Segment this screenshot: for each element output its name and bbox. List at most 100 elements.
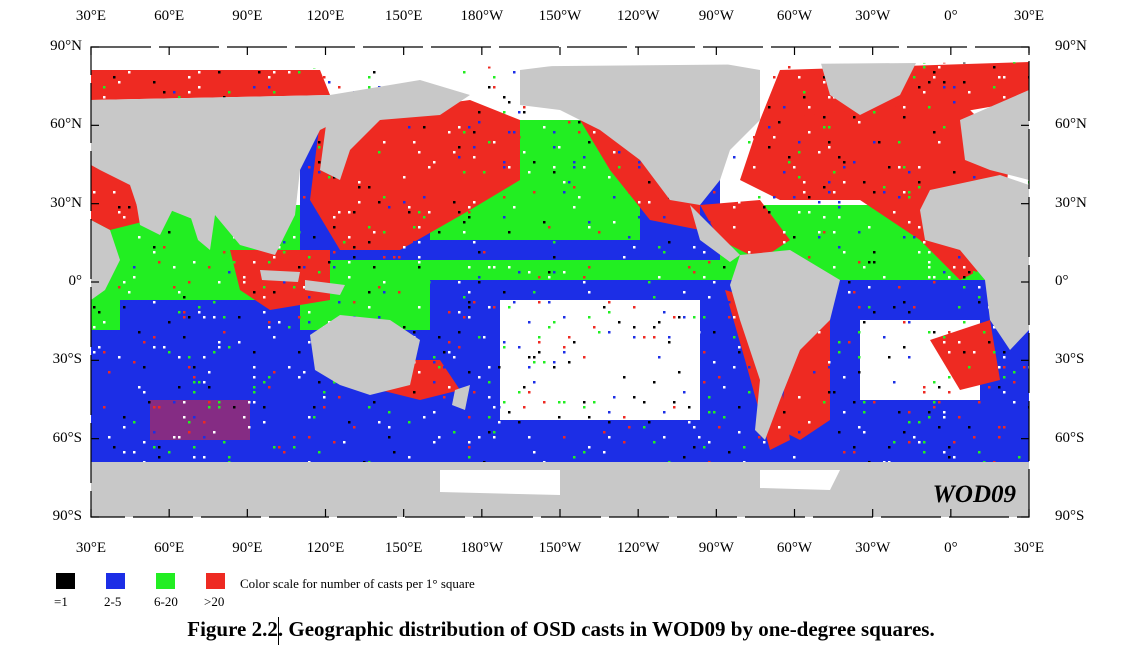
grid-cell <box>863 181 866 184</box>
legend-swatch <box>56 573 75 589</box>
grid-cell <box>703 316 706 319</box>
grid-cell <box>318 141 321 144</box>
grid-cell <box>778 201 781 204</box>
bottom-tick-label: 120°E <box>306 540 345 556</box>
grid-cell <box>668 336 671 339</box>
grid-cell <box>608 421 611 424</box>
grid-cell <box>768 106 771 109</box>
grid-cell <box>298 266 301 269</box>
left-tick-label: 60°N <box>50 116 82 133</box>
top-tick-label: 120°E <box>306 8 345 24</box>
grid-cell <box>488 66 491 69</box>
grid-cell <box>108 226 111 229</box>
grid-cell <box>873 261 876 264</box>
grid-cell <box>798 441 801 444</box>
grid-cell <box>628 336 631 339</box>
grid-cell <box>588 316 591 319</box>
grid-cell <box>388 411 391 414</box>
grid-cell <box>668 241 671 244</box>
grid-cell <box>193 456 196 459</box>
bottom-tick-label: 30°W <box>855 540 891 556</box>
grid-cell <box>933 381 936 384</box>
grid-cell <box>383 256 386 259</box>
grid-cell <box>708 261 711 264</box>
grid-cell <box>508 76 511 79</box>
grid-cell <box>613 456 616 459</box>
grid-cell <box>608 311 611 314</box>
grid-cell <box>488 141 491 144</box>
grid-cell <box>728 316 731 319</box>
grid-cell <box>763 206 766 209</box>
grid-cell <box>393 256 396 259</box>
grid-cell <box>478 336 481 339</box>
grid-cell <box>123 451 126 454</box>
grid-cell <box>918 226 921 229</box>
grid-cell <box>823 401 826 404</box>
axis-ticks <box>90 46 1030 518</box>
grid-cell <box>998 366 1001 369</box>
grid-cell <box>598 331 601 334</box>
grid-cell <box>853 116 856 119</box>
grid-cell <box>903 116 906 119</box>
grid-cell <box>888 161 891 164</box>
grid-cell <box>523 311 526 314</box>
grid-cell <box>708 396 711 399</box>
grid-cell <box>833 171 836 174</box>
grid-cell <box>303 371 306 374</box>
grid-cell <box>418 241 421 244</box>
grid-cell <box>833 231 836 234</box>
grid-cell <box>508 301 511 304</box>
grid-cell <box>368 406 371 409</box>
grid-cell <box>943 126 946 129</box>
grid-cell <box>583 156 586 159</box>
grid-cell <box>548 276 551 279</box>
grid-cell <box>858 261 861 264</box>
grid-cell <box>433 411 436 414</box>
grid-cell <box>403 201 406 204</box>
wod09-watermark: WOD09 <box>933 481 1017 508</box>
grid-cell <box>968 91 971 94</box>
grid-cell <box>768 146 771 149</box>
grid-cell <box>228 456 231 459</box>
grid-cell <box>123 306 126 309</box>
grid-cell <box>693 316 696 319</box>
grid-cell <box>563 271 566 274</box>
grid-cell <box>523 406 526 409</box>
grid-cell <box>963 286 966 289</box>
grid-cell <box>353 246 356 249</box>
grid-cell <box>753 166 756 169</box>
grid-cell <box>733 336 736 339</box>
grid-cell <box>768 216 771 219</box>
grid-cell <box>178 96 181 99</box>
grid-cell <box>668 341 671 344</box>
grid-cell <box>628 426 631 429</box>
grid-cell <box>943 316 946 319</box>
grid-cell <box>883 336 886 339</box>
grid-cell <box>258 446 261 449</box>
grid-cell <box>518 391 521 394</box>
grid-cell <box>1013 401 1016 404</box>
grid-cell <box>828 361 831 364</box>
grid-cell <box>178 291 181 294</box>
grid-cell <box>583 276 586 279</box>
grid-cell <box>243 416 246 419</box>
grid-cell <box>403 246 406 249</box>
grid-cell <box>943 411 946 414</box>
grid-cell <box>708 296 711 299</box>
grid-cell <box>433 356 436 359</box>
grid-cell <box>263 406 266 409</box>
grid-cell <box>468 106 471 109</box>
grid-cell <box>488 381 491 384</box>
grid-cell <box>328 246 331 249</box>
grid-cell <box>563 191 566 194</box>
grid-cell <box>188 91 191 94</box>
grid-cell <box>843 336 846 339</box>
grid-cell <box>553 361 556 364</box>
grid-cell <box>723 386 726 389</box>
grid-cell <box>793 151 796 154</box>
grid-cell <box>903 91 906 94</box>
grid-cell <box>493 406 496 409</box>
grid-cell <box>153 251 156 254</box>
grid-cell <box>818 231 821 234</box>
